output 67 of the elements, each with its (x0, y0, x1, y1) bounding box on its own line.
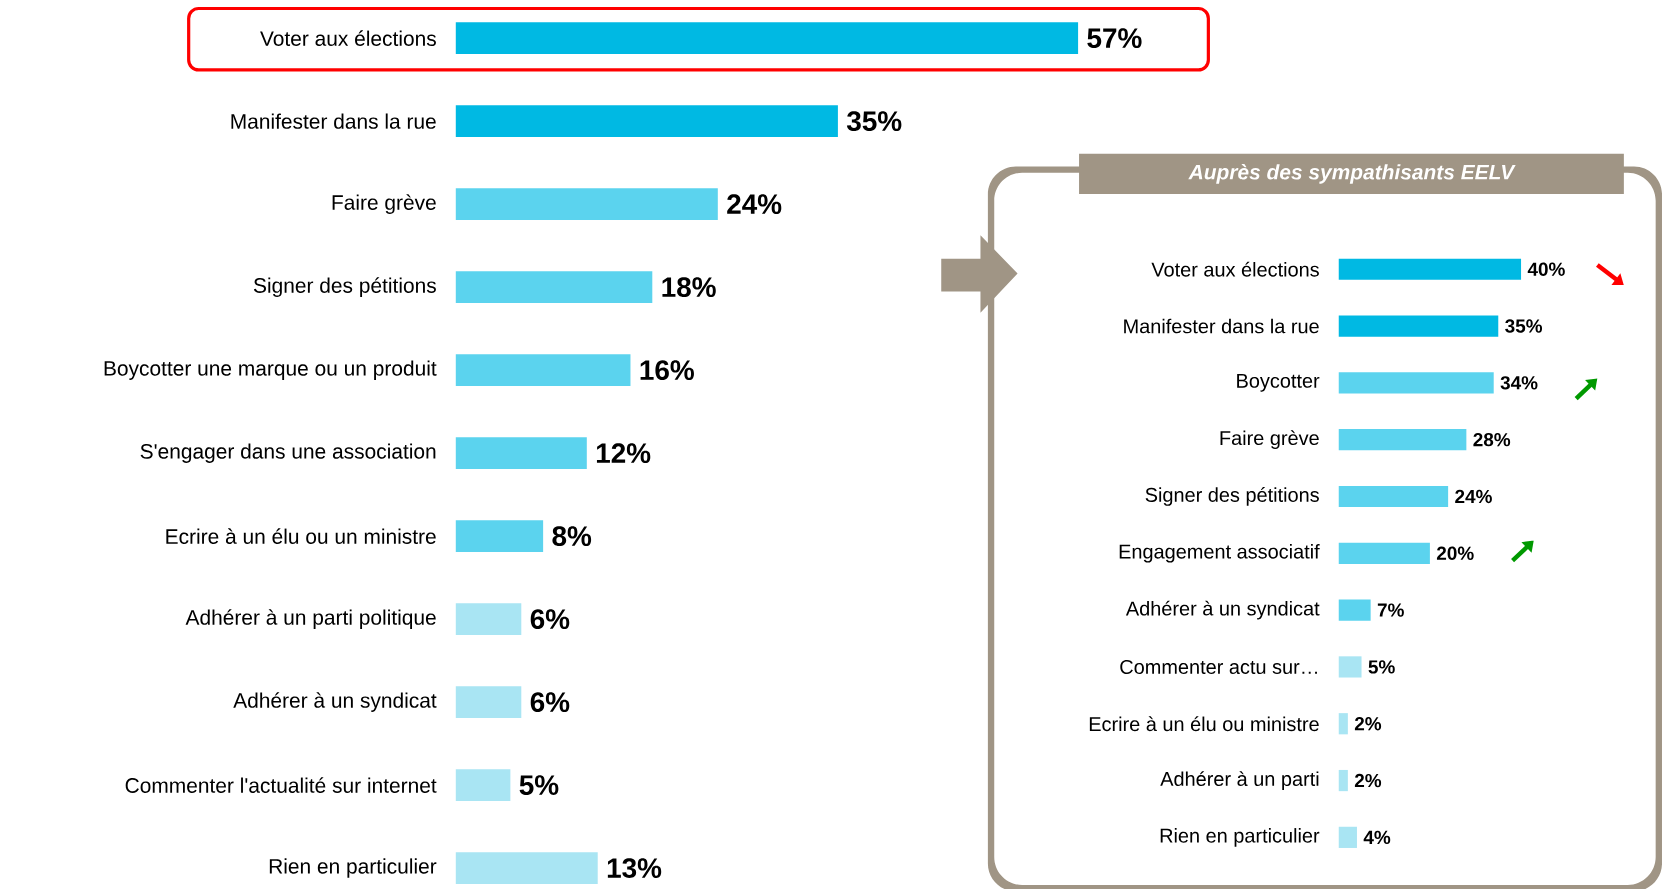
data-label: 2% (1354, 716, 1382, 731)
data-label: 5% (519, 775, 559, 795)
y-tick-label: Signer des pétitions (1145, 486, 1319, 506)
y-tick-label: Faire grève (1220, 430, 1319, 449)
bar (1338, 713, 1348, 735)
y-tick-label: Rien en particulier (1160, 827, 1320, 847)
y-tick-label: Boycotter une marque ou un produit (104, 360, 437, 380)
y-tick-label: Commenter actu sur… (1120, 659, 1317, 674)
data-label: 5% (1368, 660, 1395, 674)
y-tick-label: Boycotter (1237, 373, 1320, 392)
bar (1338, 315, 1499, 337)
data-label: 6% (530, 609, 570, 629)
data-label: 35% (1505, 319, 1543, 333)
y-tick-label: S'engager dans une association (140, 443, 436, 463)
data-label: 40% (1527, 262, 1565, 276)
y-tick-label: Ecrire à un élu ou ministre (1089, 716, 1319, 732)
data-label: 6% (530, 692, 570, 712)
bar (1338, 826, 1357, 848)
chart-title: Auprès des sympathisants EELV (1188, 163, 1516, 184)
y-tick-label: Voter aux élections (1151, 261, 1319, 277)
bar (1338, 428, 1467, 451)
bar (1338, 258, 1522, 280)
y-tick-label: Adhérer à un syndicat (1125, 600, 1320, 620)
bar (455, 686, 522, 718)
data-label: 12% (596, 443, 651, 463)
data-label: 20% (1436, 546, 1474, 560)
y-tick-label: Adhérer à un parti (1160, 770, 1319, 790)
data-label: 13% (607, 858, 662, 878)
bar (1338, 372, 1494, 394)
bar (455, 520, 544, 552)
bar (1338, 656, 1362, 678)
data-label: 8% (552, 526, 592, 546)
bar (455, 271, 653, 303)
y-tick-label: Manifester dans la rue (231, 113, 436, 129)
bar (455, 22, 1079, 54)
y-tick-label: Commenter l'actualité sur internet (125, 777, 437, 793)
data-label: 7% (1377, 603, 1404, 617)
data-label: 2% (1354, 773, 1382, 788)
bar (1338, 769, 1348, 792)
bar (455, 769, 511, 801)
bar (455, 105, 838, 137)
y-tick-label: Ecrire à un élu ou un ministre (166, 528, 436, 544)
y-tick-label: Voter aux élections (260, 30, 436, 46)
y-tick-label: Engagement associatif (1119, 543, 1320, 563)
data-label: 24% (727, 194, 782, 214)
data-label: 34% (1500, 376, 1538, 390)
y-tick-label: Manifester dans la rue (1124, 318, 1319, 334)
bar (455, 603, 522, 635)
bar (1338, 485, 1449, 507)
data-label: 28% (1473, 432, 1511, 447)
y-tick-label: Faire grève (332, 194, 436, 214)
bar (455, 437, 587, 469)
bar (1338, 599, 1371, 621)
data-label: 24% (1455, 489, 1492, 504)
data-label: 16% (640, 360, 694, 380)
y-tick-label: Adhérer à un syndicat (233, 692, 437, 712)
data-label: 4% (1363, 830, 1391, 844)
data-label: 35% (846, 111, 902, 131)
y-tick-label: Signer des pétitions (253, 277, 436, 297)
data-label: 18% (662, 277, 716, 297)
data-label: 57% (1087, 28, 1142, 48)
y-tick-label: Adhérer à un parti politique (185, 609, 436, 629)
bar (455, 852, 598, 884)
bar (455, 188, 718, 220)
y-tick-label: Rien en particulier (269, 858, 437, 878)
bar (1338, 542, 1430, 564)
bar (455, 354, 631, 386)
